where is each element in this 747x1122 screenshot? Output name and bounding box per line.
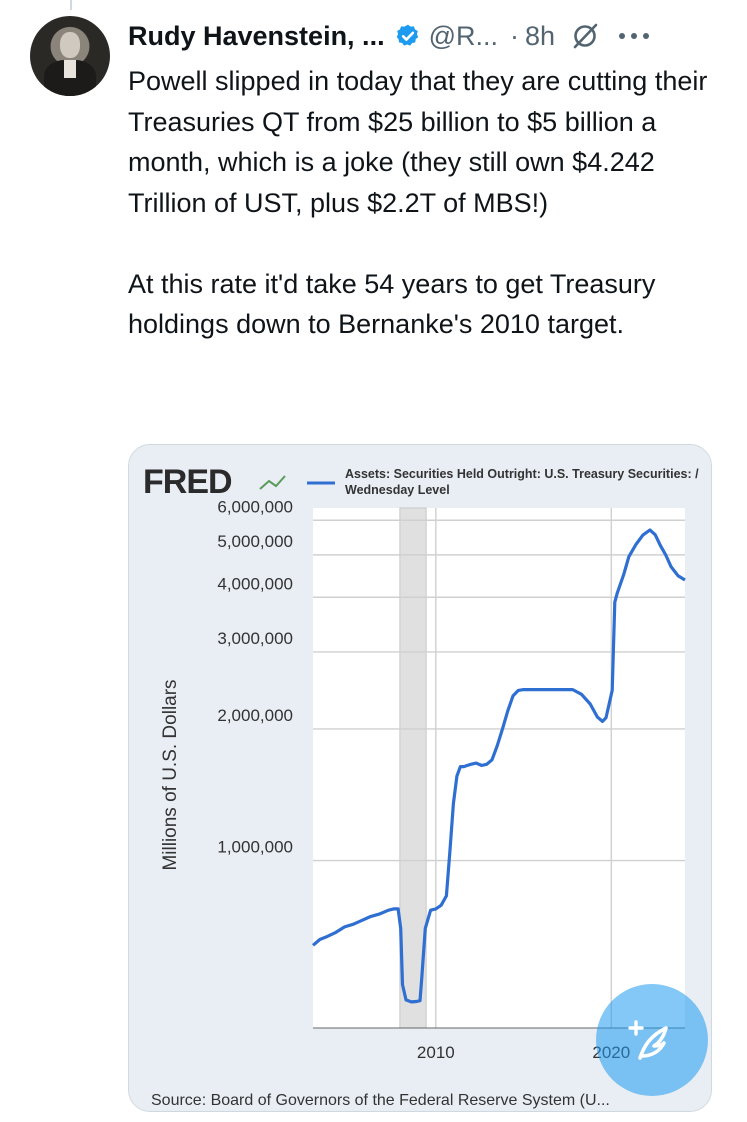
chart-title: Assets: Securities Held Outright: U.S. T… [345, 467, 699, 481]
compose-post-button[interactable] [596, 984, 708, 1096]
recession-band [399, 507, 427, 1029]
y-tick-label: 2,000,000 [217, 706, 293, 725]
tweet-body-text: Powell slipped in today that they are cu… [128, 66, 708, 339]
y-tick-label: 5,000,000 [217, 532, 293, 551]
chart-source-note: Source: Board of Governors of the Federa… [151, 1092, 610, 1109]
thread-connector-line [70, 0, 72, 10]
x-tick-label: 2010 [417, 1043, 455, 1062]
grok-icon[interactable] [571, 22, 599, 50]
compose-post-icon [628, 1020, 668, 1060]
avatar-face [60, 32, 80, 58]
y-axis-label: Millions of U.S. Dollars [160, 679, 181, 870]
avatar[interactable] [30, 16, 110, 96]
verified-badge-icon[interactable] [395, 23, 421, 49]
fred-logo: FRED [143, 463, 232, 501]
author-handle[interactable]: @R... [428, 20, 498, 51]
header-separator: · [510, 20, 519, 51]
y-tick-label: 3,000,000 [217, 629, 293, 648]
chart-subtitle: Wednesday Level [345, 483, 450, 497]
y-tick-label: 4,000,000 [217, 574, 293, 593]
y-tick-label: 6,000,000 [217, 497, 293, 516]
avatar-collar [64, 60, 76, 78]
series-line [311, 528, 686, 1004]
plot-area [313, 508, 685, 1028]
more-options-icon[interactable] [617, 31, 651, 41]
y-tick-label: 1,000,000 [217, 838, 293, 857]
post-timestamp[interactable]: 8h [525, 20, 556, 51]
tweet-header: Rudy Havenstein, ... @R... · 8h [128, 18, 651, 54]
fred-logo-sparkline-icon [259, 475, 286, 490]
author-name[interactable]: Rudy Havenstein, ... [128, 20, 385, 51]
